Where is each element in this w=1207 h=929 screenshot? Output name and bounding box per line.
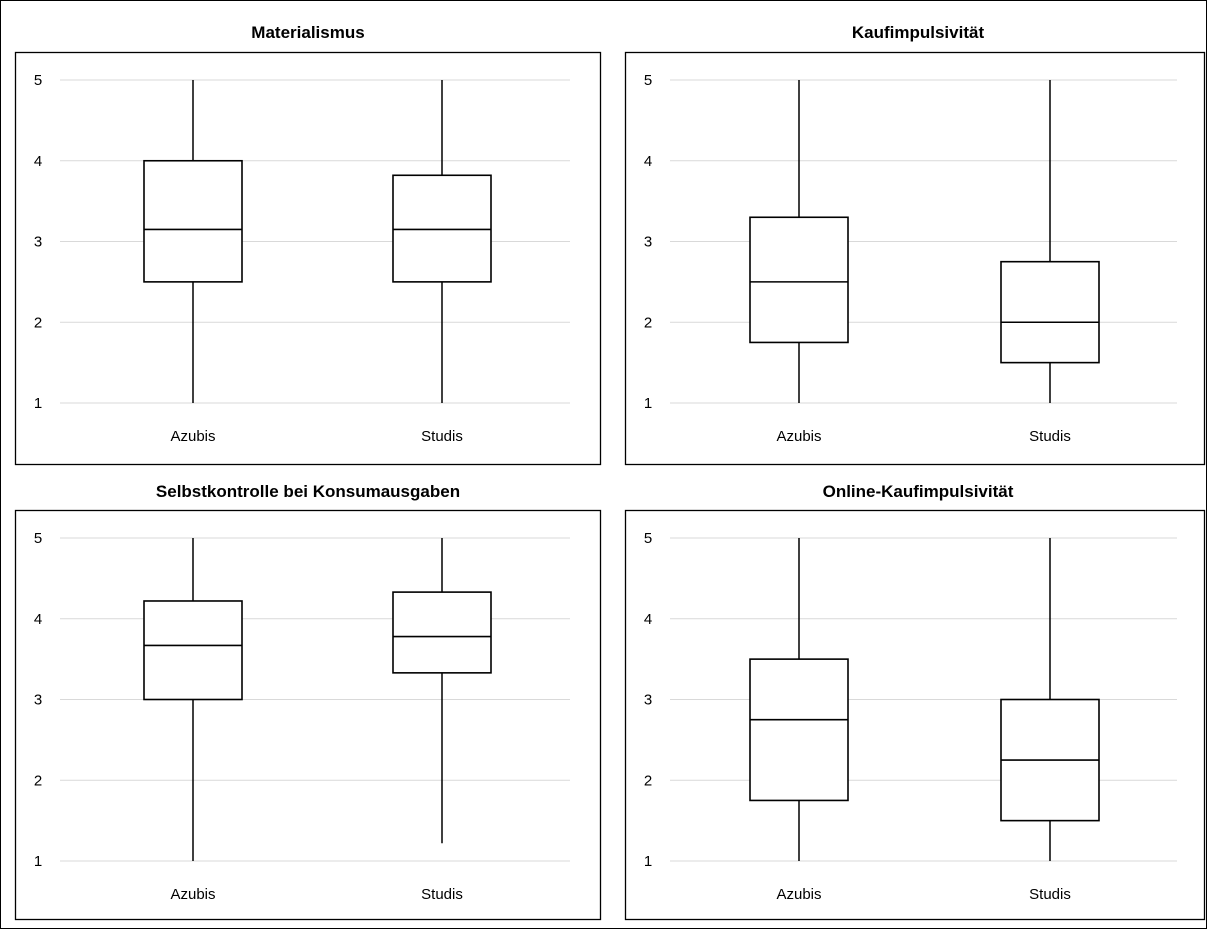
panel-frame [14, 509, 602, 921]
y-tick-label: 4 [644, 611, 652, 628]
y-tick-label: 1 [34, 853, 42, 870]
iqr-box [749, 216, 849, 344]
y-tick-label: 2 [34, 314, 42, 331]
y-tick-label: 4 [34, 611, 42, 628]
y-tick-label: 1 [644, 853, 652, 870]
y-tick-label: 2 [644, 772, 652, 789]
x-category-label: Azubis [170, 428, 215, 445]
iqr-box [143, 159, 243, 283]
y-tick-label: 2 [34, 772, 42, 789]
iqr-box [143, 600, 243, 701]
panel-title: Materialismus [251, 23, 364, 42]
x-category-label: Studis [421, 428, 463, 445]
x-category-label: Azubis [776, 886, 821, 903]
iqr-box [1000, 260, 1100, 364]
panel-title: Kaufimpulsivität [852, 23, 985, 42]
panel-title: Online-Kaufimpulsivität [823, 482, 1014, 501]
y-tick-label: 4 [644, 153, 652, 170]
x-category-label: Studis [1029, 886, 1071, 903]
y-tick-label: 5 [644, 72, 652, 89]
x-category-label: Studis [421, 886, 463, 903]
y-tick-label: 3 [644, 692, 652, 709]
panel-frame [624, 51, 1206, 466]
y-tick-label: 3 [644, 234, 652, 251]
y-tick-label: 5 [34, 530, 42, 547]
y-tick-label: 1 [34, 395, 42, 412]
y-tick-label: 2 [644, 314, 652, 331]
y-tick-label: 5 [34, 72, 42, 89]
y-tick-label: 5 [644, 530, 652, 547]
iqr-box [392, 591, 492, 674]
panel-frame [624, 509, 1206, 921]
panel-title: Selbstkontrolle bei Konsumausgaben [156, 482, 460, 501]
x-category-label: Azubis [170, 886, 215, 903]
y-tick-label: 3 [34, 234, 42, 251]
y-tick-label: 1 [644, 395, 652, 412]
panel-frame [14, 51, 602, 466]
y-tick-label: 3 [34, 692, 42, 709]
x-category-label: Studis [1029, 428, 1071, 445]
x-category-label: Azubis [776, 428, 821, 445]
iqr-box [392, 174, 492, 283]
iqr-box [749, 658, 849, 802]
y-tick-label: 4 [34, 153, 42, 170]
